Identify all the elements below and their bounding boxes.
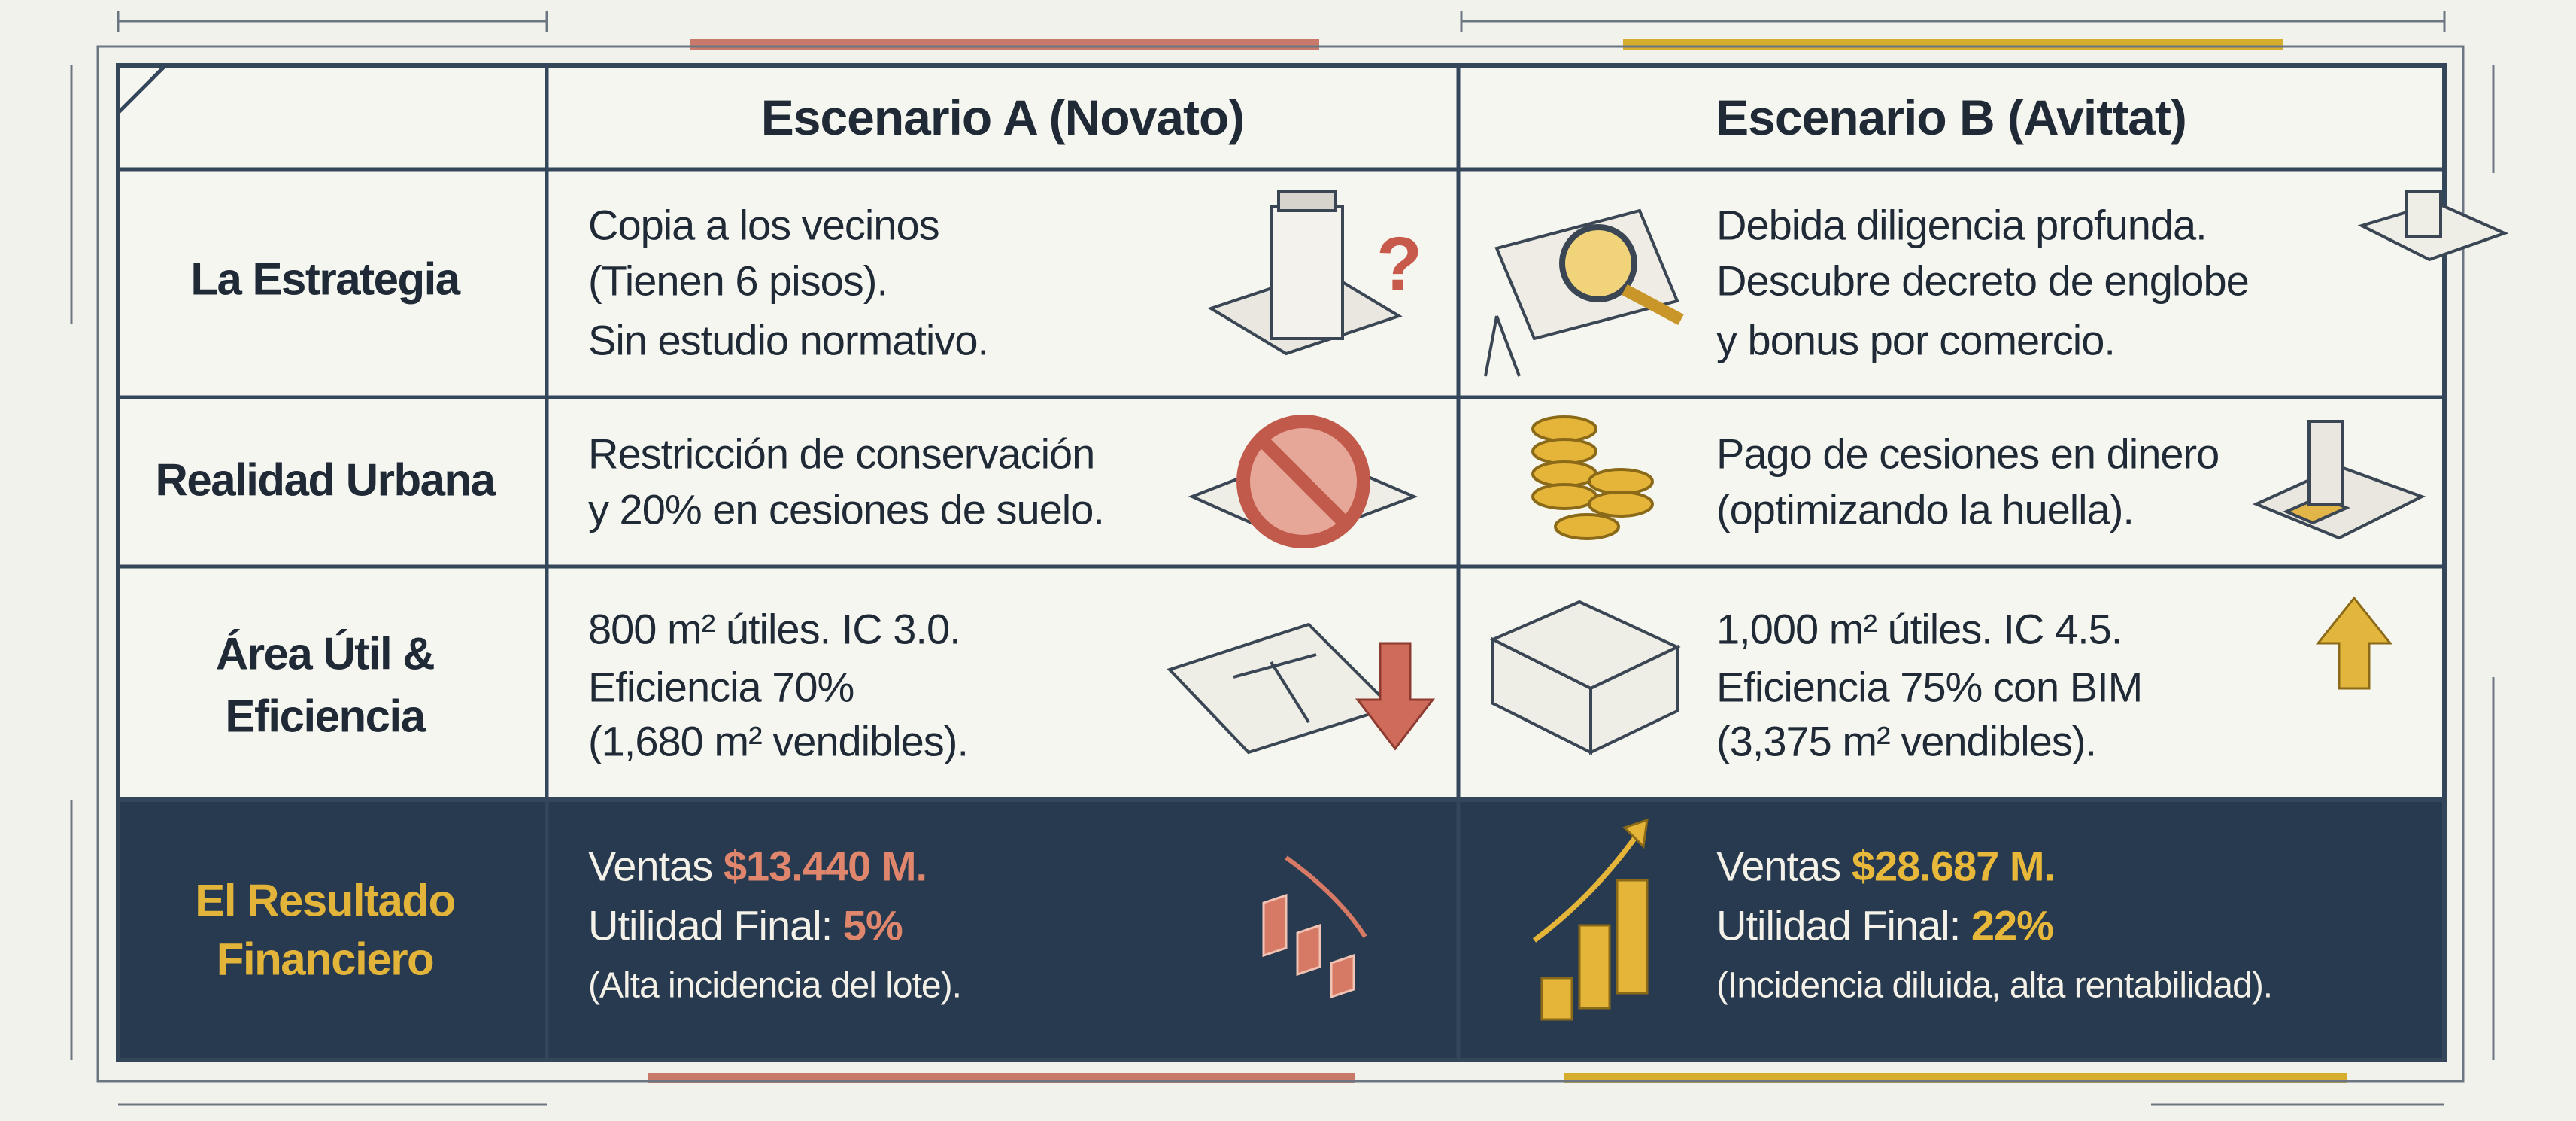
result-line: Utilidad Final: 22%	[1716, 901, 2054, 950]
cell-text: Eficiencia 75% con BIM	[1716, 663, 2143, 711]
icon-chart-up	[1532, 818, 1649, 1021]
sales-label: Ventas	[588, 842, 713, 890]
cell-text: Debida diligencia profunda.	[1716, 201, 2207, 249]
cell-text: y 20% en cesiones de suelo.	[588, 485, 1105, 533]
cell-text: (3,375 m² vendibles).	[1716, 717, 2097, 765]
cell-text: Descubre decreto de englobe	[1716, 257, 2250, 305]
cell-text: y bonus por comercio.	[1716, 316, 2116, 364]
cell-text: Copia a los vecinos	[588, 201, 940, 249]
row-label: Financiero	[216, 934, 435, 985]
icon-magnifier	[1484, 208, 1684, 377]
deco-bar	[1623, 39, 2283, 50]
profit-value: 5%	[842, 901, 903, 949]
cell-text: Eficiencia 70%	[588, 663, 854, 711]
result-line: Ventas $28.687 M.	[1716, 842, 2056, 891]
dimension-lines	[70, 11, 2495, 1106]
cell-text: Sin estudio normativo.	[588, 316, 989, 364]
cell-text: 800 m² útiles. IC 3.0.	[588, 605, 961, 653]
cell-text: (Tienen 6 pisos).	[588, 257, 888, 305]
result-line: Utilidad Final: 5%	[588, 901, 903, 950]
cell-text: Restricción de conservación	[588, 430, 1095, 478]
result-line: Ventas $13.440 M.	[588, 842, 927, 891]
result-note: (Incidencia diluida, alta rentabilidad).	[1716, 965, 2273, 1006]
column-header: Escenario A (Novato)	[760, 90, 1246, 145]
icon-chart-down	[1262, 855, 1367, 999]
result-note: (Alta incidencia del lote).	[588, 965, 962, 1006]
row-label: La Estrategia	[190, 254, 460, 305]
profit-label: Utilidad Final:	[588, 901, 833, 949]
column-header: Escenario B (Avittat)	[1716, 90, 2187, 145]
icon-arrow-up	[2315, 596, 2393, 690]
row-label: Realidad Urbana	[155, 454, 496, 506]
icon-building-question: ?	[1207, 190, 1422, 356]
deco-bar	[690, 39, 1319, 50]
profit-value: 22%	[1971, 901, 2054, 949]
icon-floorplan	[1167, 622, 1394, 755]
icon-footprint	[2252, 420, 2426, 540]
cell-text: (1,680 m² vendibles).	[588, 717, 969, 765]
icon-building-section	[1489, 600, 1681, 755]
sales-value: $13.440 M.	[723, 842, 927, 890]
icon-arrow-down	[1355, 642, 1436, 751]
cell-text: (optimizando la huella).	[1716, 485, 2135, 533]
profit-label: Utilidad Final:	[1716, 901, 1961, 949]
row-label: Eficiencia	[225, 691, 426, 742]
sales-label: Ventas	[1716, 842, 1841, 890]
row-label: Área Útil &	[215, 628, 435, 679]
cell-text: 1,000 m² útiles. IC 4.5.	[1716, 605, 2122, 653]
cell-text: Pago de cesiones en dinero	[1716, 430, 2219, 478]
icon-prohibited	[1188, 415, 1418, 548]
icon-block	[2357, 190, 2509, 262]
icon-coins	[1531, 415, 1654, 540]
svg-text:?: ?	[1376, 222, 1422, 306]
sales-value: $28.687 M.	[1851, 842, 2056, 890]
row-label: El Resultado	[195, 875, 456, 926]
grid	[117, 64, 2444, 1060]
